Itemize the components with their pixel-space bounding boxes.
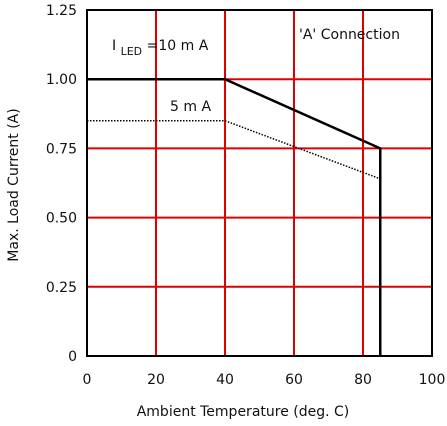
axes: 0 20 40 60 80 100 0 0.25 0.50 0.75 1.00 1.25 (46, 3, 446, 388)
x-tick-label-100: 100 (419, 372, 446, 388)
y-tick-label-0.75: 0.75 (46, 141, 77, 157)
series-line-led-10ma (87, 77, 382, 356)
connection-label: 'A' Connection (299, 27, 400, 43)
y-tick-label-0: 0 (68, 349, 77, 365)
x-tick-label-60: 60 (285, 372, 303, 388)
x-tick-label-80: 80 (354, 372, 372, 388)
x-axis-title: Ambient Temperature (deg. C) (137, 404, 350, 420)
series-layer (87, 77, 382, 356)
five-ma-label: 5 m A (170, 99, 211, 115)
led-current-prefix: I (112, 38, 116, 54)
led-current-subscript: LED (121, 45, 143, 58)
series-line-5ma (87, 119, 381, 180)
y-tick-label-1.00: 1.00 (46, 72, 77, 88)
plot-frame (86, 9, 433, 357)
grid (87, 10, 432, 356)
y-tick-label-0.50: 0.50 (46, 211, 77, 227)
x-tick-label-40: 40 (216, 372, 234, 388)
x-tick-label-0: 0 (83, 372, 92, 388)
x-tick-label-20: 20 (147, 372, 165, 388)
led-current-value: =10 m A (147, 38, 209, 54)
y-tick-label-0.25: 0.25 (46, 280, 77, 296)
y-axis-title: Max. Load Current (A) (6, 108, 22, 261)
led-current-label: I LED =10 m A (112, 38, 209, 59)
annotations: I LED =10 m A 5 m A 'A' Connection (112, 27, 400, 115)
y-tick-label-1.25: 1.25 (46, 3, 77, 19)
